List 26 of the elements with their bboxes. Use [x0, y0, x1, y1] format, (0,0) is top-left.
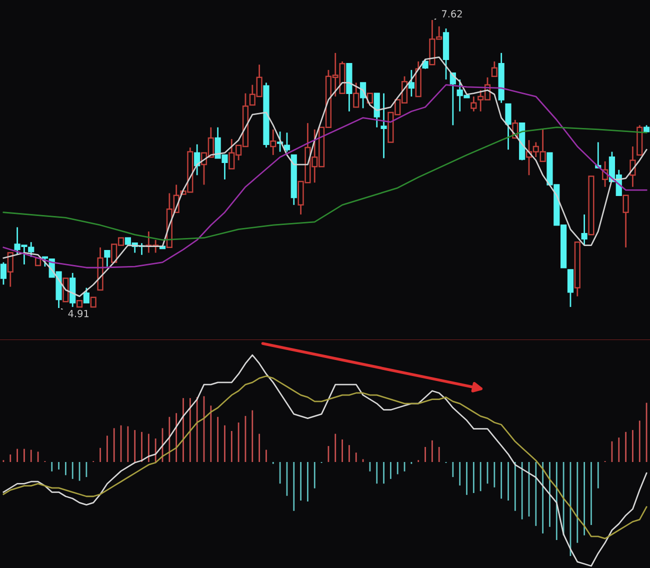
candlestick: [83, 287, 90, 304]
candlestick: [270, 128, 276, 156]
candlestick: [380, 92, 387, 159]
candlestick: [353, 82, 360, 108]
candlestick: [366, 92, 373, 104]
candlestick: [422, 58, 428, 70]
text: 7.62: [442, 10, 462, 18]
text: 4.91: [68, 310, 89, 318]
candlestick: [42, 256, 48, 268]
candlestick: [505, 103, 512, 150]
candlestick: [7, 252, 14, 288]
candlestick: [374, 92, 380, 128]
candlestick: [408, 69, 414, 98]
candlestick: [581, 214, 588, 246]
candlestick: [622, 194, 629, 248]
candlestick: [62, 278, 69, 302]
candlestick: [90, 296, 96, 308]
candlestick: [104, 250, 110, 268]
candlestick: [0, 262, 7, 286]
candlestick: [567, 269, 574, 308]
candlestick: [491, 60, 498, 78]
candlestick: [284, 132, 290, 152]
candlestick: [194, 144, 200, 176]
candlestick: [28, 241, 34, 258]
candlestick: [630, 146, 636, 188]
candlestick: [470, 96, 477, 112]
